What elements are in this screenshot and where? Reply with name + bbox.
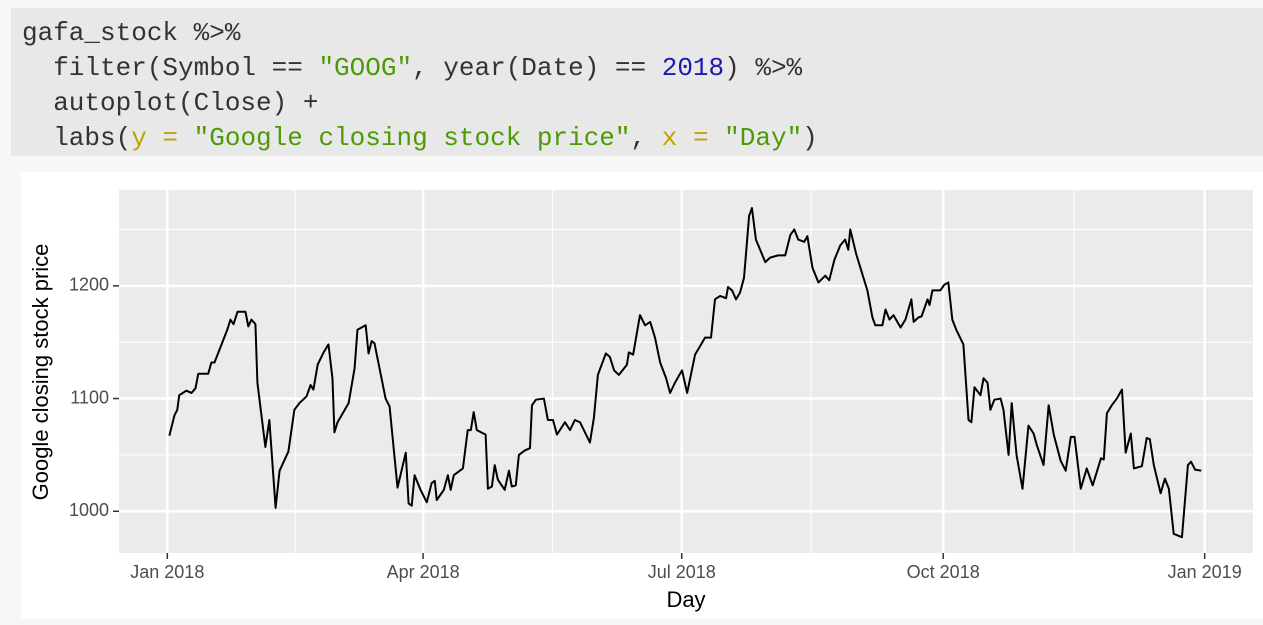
- code-token: 2018: [661, 53, 725, 83]
- code-token: ,: [630, 123, 662, 153]
- code-token: "Google closing stock price": [193, 123, 631, 153]
- x-tick-label: Apr 2018: [387, 562, 460, 582]
- x-tick-label: Jan 2019: [1168, 562, 1242, 582]
- x-tick-label: Jul 2018: [648, 562, 716, 582]
- code-token: "GOOG": [318, 53, 413, 83]
- y-tick-label: 1200: [69, 275, 109, 295]
- code-token: , year(Date) ==: [412, 53, 662, 83]
- plot-panel: [119, 190, 1253, 553]
- code-token: autoplot(Close) +: [22, 88, 319, 118]
- code-token: filter(Symbol ==: [22, 53, 319, 83]
- y-tick-label: 1100: [70, 387, 109, 407]
- code-token: ): [802, 123, 818, 153]
- code-token: gafa_stock %>%: [22, 18, 241, 48]
- code-token: labs(: [22, 123, 132, 153]
- code-token: y =: [131, 123, 194, 153]
- y-axis-label: Google closing stock price: [28, 244, 53, 501]
- code-line: gafa_stock %>%: [22, 16, 1252, 51]
- code-token: x =: [661, 123, 725, 153]
- price-line: [168, 207, 1202, 539]
- code-line: filter(Symbol == "GOOG", year(Date) == 2…: [22, 51, 1252, 86]
- x-tick-label: Oct 2018: [907, 562, 980, 582]
- code-line: labs(y = "Google closing stock price", x…: [22, 121, 1252, 156]
- code-line: autoplot(Close) +: [22, 86, 1252, 121]
- code-token: "Day": [724, 123, 803, 153]
- y-tick-label: 1000: [69, 500, 109, 520]
- code-token: ) %>%: [724, 53, 803, 83]
- x-axis-label: Day: [666, 587, 705, 612]
- x-tick-label: Jan 2018: [130, 562, 204, 582]
- code-block: gafa_stock %>% filter(Symbol == "GOOG", …: [11, 8, 1263, 156]
